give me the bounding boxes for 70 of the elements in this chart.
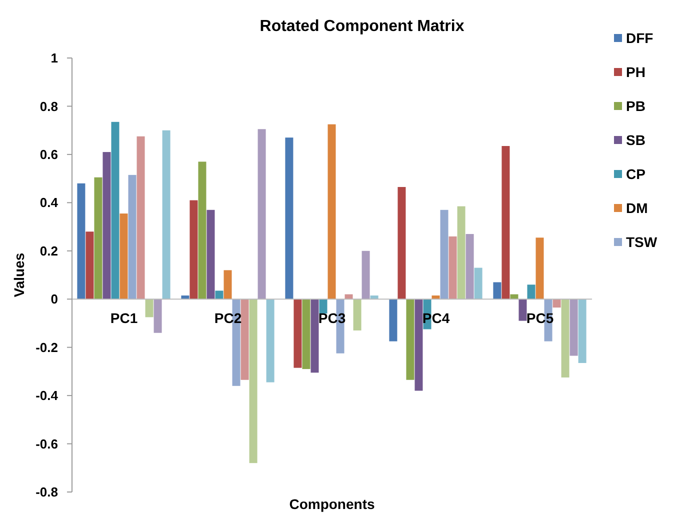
bar	[102, 152, 111, 300]
x-axis-title: Components	[289, 496, 375, 512]
bar	[353, 299, 362, 330]
bar	[302, 299, 310, 370]
x-tick-label: PC5	[526, 310, 554, 326]
bar	[206, 210, 215, 300]
bar	[319, 299, 328, 314]
bar	[362, 250, 370, 300]
bar	[154, 299, 162, 333]
y-tick-label: -0.8	[36, 484, 58, 500]
bar	[224, 270, 232, 300]
y-tick-label: 0	[50, 292, 58, 307]
x-tick-label: PC3	[318, 310, 346, 326]
bar	[145, 299, 154, 318]
bar	[493, 282, 502, 300]
bar	[162, 130, 170, 300]
legend-label: SB	[626, 132, 646, 148]
bar	[136, 136, 145, 300]
y-tick-label: 0.2	[40, 243, 58, 258]
y-tick-label: 0.4	[40, 195, 59, 210]
bar	[198, 162, 206, 300]
bar	[474, 268, 482, 300]
legend-label: PB	[626, 98, 646, 114]
bar	[398, 186, 406, 300]
bar	[466, 234, 474, 300]
bar	[518, 299, 527, 321]
y-tick-label: -0.6	[36, 436, 58, 452]
legend-label: DFF	[626, 30, 654, 46]
bar	[406, 299, 414, 380]
bar	[266, 299, 274, 382]
legend-label: TSW	[626, 234, 658, 250]
y-tick-label: -0.4	[36, 388, 59, 404]
legend-label: PH	[626, 64, 646, 80]
bar	[328, 124, 336, 300]
bar	[294, 299, 302, 368]
chart-title: Rotated Component Matrix	[260, 18, 464, 35]
bar	[249, 299, 258, 464]
legend-label: CP	[626, 166, 646, 182]
bar	[457, 206, 466, 300]
bar	[448, 236, 457, 300]
bar	[77, 183, 86, 300]
bar	[561, 299, 570, 378]
legend-label: DM	[626, 200, 648, 216]
y-axis-title: Values	[11, 252, 27, 298]
bar	[190, 200, 198, 300]
bar	[440, 210, 448, 300]
x-tick-label: PC2	[214, 310, 242, 326]
bar	[285, 138, 294, 300]
bar	[536, 238, 544, 300]
bar	[310, 299, 319, 373]
bar	[258, 129, 266, 300]
y-tick-label: 1	[50, 50, 58, 66]
bar	[240, 299, 249, 380]
bar	[389, 299, 398, 342]
bar	[502, 146, 510, 300]
bar	[86, 232, 94, 300]
bar	[215, 290, 224, 300]
bar	[578, 299, 586, 364]
bar	[94, 177, 102, 300]
bar	[552, 299, 561, 308]
bar	[128, 174, 136, 300]
bar	[414, 299, 423, 391]
bar	[527, 284, 536, 300]
y-tick-label: 0.6	[40, 146, 58, 162]
x-tick-label: PC1	[110, 310, 138, 326]
bar	[570, 299, 578, 356]
bar	[120, 214, 128, 300]
y-tick-label: -0.2	[36, 340, 58, 355]
bar	[111, 122, 120, 300]
y-tick-label: 0.8	[40, 98, 58, 114]
